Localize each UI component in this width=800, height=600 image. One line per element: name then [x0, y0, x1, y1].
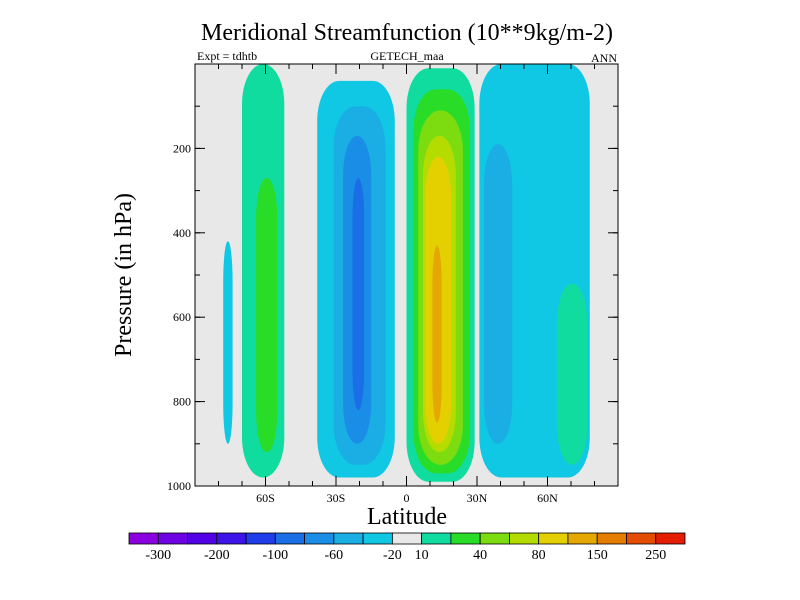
y-tick-label-1: 400 — [173, 226, 191, 240]
contour-region-1 — [256, 177, 278, 453]
contour-region-2 — [223, 241, 233, 444]
chart-title: Meridional Streamfunction (10**9kg/m-2) — [201, 20, 613, 46]
x-tick-label-4: 60N — [537, 491, 558, 505]
colorbar-box-6 — [304, 532, 335, 545]
colorbar-box-3 — [216, 532, 247, 545]
subtitle-center: GETECH_maa — [370, 49, 444, 63]
contour-region-14 — [484, 144, 513, 444]
colorbar-box-11 — [450, 532, 481, 545]
colorbar-box-14 — [538, 532, 569, 545]
y-tick-label-2: 600 — [173, 310, 191, 324]
colorbar-label-1: -200 — [204, 548, 230, 563]
colorbar-label-9: 250 — [645, 548, 666, 563]
y-tick-label-4: 1000 — [167, 479, 191, 493]
colorbar-box-15 — [567, 532, 598, 545]
y-tick-label-3: 800 — [173, 395, 191, 409]
y-axis-label: Pressure (in hPa) — [111, 193, 137, 357]
colorbar-box-18 — [655, 532, 686, 545]
contour-region-15 — [556, 283, 588, 465]
plot-frame — [194, 63, 619, 487]
x-axis-label: Latitude — [367, 504, 447, 530]
contour-region-12 — [432, 245, 442, 423]
colorbar-label-3: -60 — [325, 548, 344, 563]
colorbar-box-5 — [274, 532, 305, 545]
colorbar-label-0: -300 — [145, 548, 171, 563]
colorbar-label-5: 10 — [415, 548, 429, 563]
colorbar-label-2: -100 — [262, 548, 288, 563]
colorbar-box-12 — [479, 532, 510, 545]
x-tick-label-1: 30S — [327, 491, 346, 505]
colorbar: -300 -200 -100 -60 -20 10 40 80 150 250 — [128, 532, 686, 563]
colorbar-label-6: 40 — [473, 548, 487, 563]
colorbar-box-2 — [187, 532, 218, 545]
colorbar-label-7: 80 — [532, 548, 546, 563]
colorbar-label-4: -20 — [383, 548, 402, 563]
colorbar-box-17 — [626, 532, 657, 545]
colorbar-box-8 — [362, 532, 393, 545]
colorbar-box-16 — [596, 532, 627, 545]
colorbar-box-7 — [333, 532, 364, 545]
subtitle-left: Expt = tdhtb — [197, 49, 257, 63]
colorbar-box-0 — [128, 532, 159, 545]
colorbar-box-9 — [391, 532, 423, 545]
colorbar-box-4 — [245, 532, 276, 545]
subtitle-right: ANN — [591, 51, 617, 65]
colorbar-box-1 — [157, 532, 188, 545]
contour-region-6 — [352, 177, 365, 411]
x-tick-label-0: 60S — [256, 491, 275, 505]
colorbar-box-13 — [509, 532, 540, 545]
colorbar-label-8: 150 — [587, 548, 608, 563]
x-tick-label-2: 0 — [404, 491, 410, 505]
x-tick-label-3: 30N — [467, 491, 488, 505]
y-tick-label-0: 200 — [173, 141, 191, 155]
colorbar-box-10 — [421, 532, 452, 545]
